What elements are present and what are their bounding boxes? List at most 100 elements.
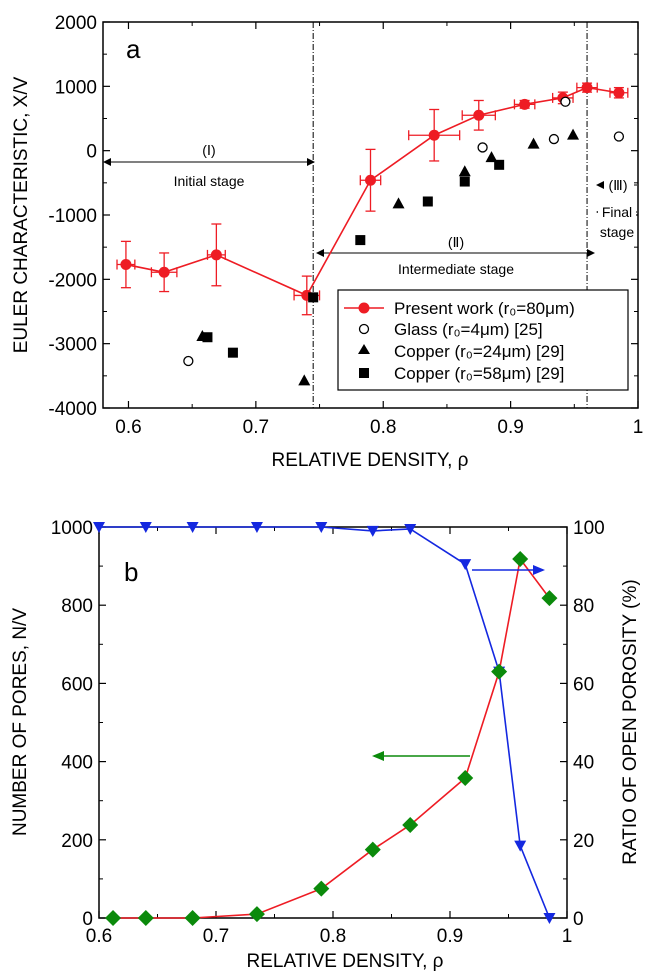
- x-axis-label-b: RELATIVE DENSITY, ρ: [247, 951, 444, 972]
- open-porosity-point: [93, 522, 105, 533]
- legend-a: Present work (r₀=80μm) Glass (r₀=4μm) [2…: [337, 289, 629, 391]
- copper24-point: [567, 128, 580, 140]
- pores-point: [491, 663, 508, 680]
- panel-label-b: b: [124, 557, 138, 587]
- open-porosity-point: [366, 525, 379, 537]
- open-porosity-point: [543, 913, 556, 924]
- x-axis-label-a: RELATIVE DENSITY, ρ: [272, 450, 469, 471]
- y-tick-label-left-b: 600: [61, 674, 93, 695]
- x-tick-label-b: 0.9: [437, 926, 463, 947]
- legend-marker-glass: [358, 323, 370, 335]
- copper58-point: [422, 196, 433, 207]
- legend-present-work: Present work (r₀=80μm): [394, 299, 575, 318]
- x-tick-label-b: 0.8: [320, 926, 346, 947]
- y-tick-label-a: -2000: [48, 270, 97, 291]
- y-tick-label-right-b: 80: [573, 596, 594, 617]
- y-tick-label-a: 1000: [55, 77, 97, 98]
- x-tick-label-a: 0.6: [115, 417, 141, 438]
- y-tick-label-a: 2000: [55, 13, 97, 34]
- y-ticks-left-b: 0 200 400 600 800 1000: [51, 518, 106, 930]
- copper58-point: [227, 347, 238, 358]
- copper24-point: [392, 197, 405, 209]
- x-tick-label-b: 0.7: [203, 926, 229, 947]
- stage-3-label: (Ⅲ): [609, 177, 628, 193]
- y-ticks-right-b: 0 20 40 60 80 100: [560, 518, 605, 930]
- glass-point: [548, 133, 560, 145]
- panel-label-a: a: [126, 34, 141, 64]
- present-work-point: [365, 174, 376, 186]
- present-work-point: [210, 249, 222, 261]
- pores-line: [113, 557, 551, 919]
- x-tick-label-a: 1: [633, 417, 644, 438]
- legend-marker-present: [358, 302, 370, 314]
- glass-point: [613, 131, 625, 142]
- y-ticks-a: -4000 -3000 -2000 -1000 0 1000 2000: [48, 13, 638, 420]
- y-tick-label-right-b: 60: [573, 674, 594, 695]
- y-axis-label-right-b: RATIO OF OPEN POROSITY (%): [620, 579, 641, 864]
- chart-panel-b: 0 200 400 600 800 1000 0 20 40 60 80 100 0.6 0.7 0.8…: [10, 518, 641, 972]
- open-porosity-point: [139, 522, 152, 533]
- legend-copper-58: Copper (r₀=58μm) [29]: [394, 364, 564, 383]
- open-porosity-point: [514, 840, 527, 852]
- pores-point: [184, 910, 201, 926]
- svg-text:Final: Final: [602, 204, 632, 220]
- open-porosity-point: [459, 559, 472, 571]
- pores-point: [512, 551, 529, 568]
- glass-point: [560, 96, 571, 107]
- present-work-point: [158, 266, 170, 278]
- stage-2-label: (Ⅱ): [448, 234, 464, 250]
- y-tick-label-left-b: 1000: [51, 518, 93, 539]
- pores-point: [541, 590, 558, 607]
- stage-2-name: Intermediate stage: [398, 261, 514, 277]
- y-tick-label-right-b: 100: [573, 518, 605, 539]
- y-tick-label-left-b: 800: [61, 596, 93, 617]
- svg-text:stage: stage: [600, 224, 634, 240]
- open-porosity-point: [315, 522, 328, 533]
- y-tick-label-a: -1000: [48, 206, 97, 227]
- glass-point: [477, 142, 488, 153]
- pores-point: [313, 880, 330, 897]
- present-work-point: [581, 82, 593, 94]
- copper58-point: [494, 159, 505, 170]
- legend-marker-copper58: [359, 368, 369, 378]
- present-work-point: [428, 129, 440, 141]
- open-porosity-line: [99, 526, 551, 919]
- x-ticks-b: 0.6 0.7 0.8 0.9 1: [86, 527, 572, 947]
- y-axis-label-left-b: NUMBER OF PORES, N/V: [10, 608, 31, 836]
- copper58-point: [459, 176, 470, 187]
- y-tick-label-left-b: 200: [61, 831, 93, 852]
- open-porosity-point: [186, 522, 199, 533]
- pores-point: [364, 841, 381, 858]
- copper58-point: [202, 332, 213, 343]
- x-ticks-a: 0.6 0.7 0.8 0.9 1: [115, 22, 643, 438]
- present-work-point: [519, 98, 531, 110]
- legend-glass: Glass (r₀=4μm) [25]: [394, 320, 543, 339]
- present-work-point: [613, 87, 625, 99]
- legend-marker-copper24: [358, 344, 370, 354]
- pores-point: [457, 770, 474, 787]
- pores-point: [402, 816, 419, 833]
- present-work-line: [125, 86, 620, 297]
- open-porosity-point: [250, 522, 263, 533]
- y-tick-label-left-b: 400: [61, 753, 93, 774]
- legend-box: [337, 289, 629, 391]
- pores-point: [137, 910, 154, 926]
- copper24-point: [458, 165, 471, 177]
- series-group-a: [116, 82, 629, 386]
- copper58-point: [308, 292, 319, 303]
- plot-frame-b: [98, 526, 568, 919]
- present-work-point: [120, 259, 132, 271]
- legend-copper-24: Copper (r₀=24μm) [29]: [394, 342, 564, 361]
- y-tick-label-a: -3000: [48, 335, 97, 356]
- copper58-point: [355, 235, 366, 246]
- y-tick-label-a: -4000: [48, 399, 97, 420]
- pores-point: [248, 906, 265, 923]
- copper24-point: [527, 137, 540, 149]
- x-tick-label-a: 0.9: [497, 417, 523, 438]
- y-tick-label-left-b: 0: [82, 909, 93, 930]
- x-tick-label-a: 0.8: [370, 417, 396, 438]
- open-porosity-point: [404, 523, 417, 535]
- y-tick-label-a: 0: [86, 142, 97, 163]
